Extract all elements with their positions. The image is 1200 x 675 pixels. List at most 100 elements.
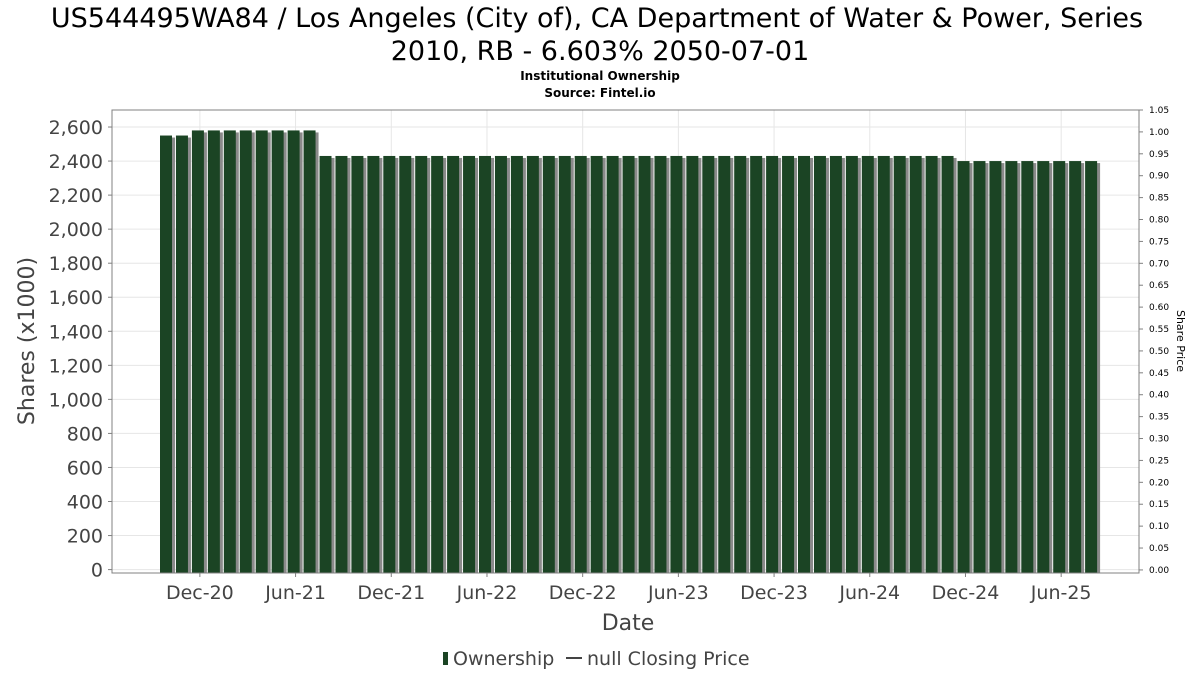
y2-tick-label: 0.80 [1149,216,1169,226]
ownership-bar [813,155,826,573]
x-tick-label: Dec-23 [740,582,808,604]
ownership-bar [638,155,651,573]
y-tick-label: 1,400 [49,321,103,343]
ownership-bar [622,155,635,573]
ownership-bar [734,155,747,573]
chart-source: Source: Fintel.io [544,86,655,100]
y-tick-label: 2,600 [49,117,103,139]
legend-ownership-swatch [443,652,448,665]
y2-tick-label: 1.05 [1149,106,1169,116]
ownership-bar [861,155,874,573]
y2-tick-label: 0.95 [1149,150,1169,160]
ownership-bar [925,155,938,573]
y2-tick-label: 0.45 [1149,369,1169,379]
ownership-bar [287,130,300,574]
ownership-bar [415,155,428,573]
ownership-bar [718,155,731,573]
ownership-bar [1037,161,1050,574]
x-axis-label: Date [602,611,655,636]
ownership-bar [510,155,523,573]
y-tick-label: 400 [67,492,103,514]
x-axis-ticks: Dec-20 Jun-21 Dec-21 Jun-22 Dec-22 Jun-23 Dec-… [166,573,1092,604]
legend-ownership-label: Ownership [453,648,554,670]
ownership-bar [877,155,890,573]
ownership-bar [973,161,986,574]
ownership-bar [319,155,332,573]
y2-tick-label: 0.30 [1149,435,1169,445]
ownership-bar [829,155,842,573]
ownership-bar [686,155,699,573]
ownership-bar [909,155,922,573]
y-tick-label: 1,200 [49,355,103,377]
ownership-bar [893,155,906,573]
ownership-bar [207,130,220,574]
y2-tick-label: 0.25 [1149,456,1169,466]
ownership-bar [558,155,571,573]
ownership-bar [606,155,619,573]
ownership-bar [239,130,252,574]
y-axis-ticks: 0 200 400 600 800 1,000 1,200 1,400 1,600 1,800 2,… [49,117,112,582]
ownership-bar [271,130,284,574]
ownership-bar [383,155,396,573]
y2-tick-label: 0.50 [1149,347,1169,357]
ownership-bar [750,155,763,573]
y-tick-label: 2,000 [49,219,103,241]
ownership-bar [526,155,539,573]
x-tick-label: Jun-21 [264,582,326,604]
ownership-bar [941,155,954,573]
ownership-bar [175,135,188,573]
ownership-bar [191,130,204,574]
x-tick-label: Jun-25 [1030,582,1092,604]
ownership-bar [798,155,810,573]
y2-tick-label: 0.65 [1149,281,1169,291]
ownership-bar [1005,161,1018,574]
x-tick-label: Jun-22 [456,582,518,604]
y-tick-label: 2,400 [49,151,103,173]
ownership-bar [447,155,460,573]
x-tick-label: Jun-23 [647,582,709,604]
ownership-bar [255,130,268,574]
ownership-bar [303,130,316,574]
ownership-bar [702,155,715,573]
ownership-bar [463,155,476,573]
y2-tick-label: 0.15 [1149,500,1169,510]
y2-tick-label: 0.10 [1149,522,1169,532]
y-tick-label: 2,200 [49,185,103,207]
x-tick-label: Dec-24 [932,582,1000,604]
ownership-bar [399,155,412,573]
y2-tick-label: 1.00 [1149,128,1169,138]
y2-tick-label: 0.00 [1149,566,1169,576]
secondary-y-axis-ticks: 0.00 0.05 0.10 0.15 0.20 0.25 0.30 0.35 0.40 0.45… [1139,106,1169,576]
ownership-bar [1053,161,1066,574]
ownership-bar [1069,161,1082,574]
y2-tick-label: 0.70 [1149,259,1169,269]
chart-title-line1: US544495WA84 / Los Angeles (City of), CA… [51,3,1143,34]
ownership-bar [1085,161,1098,574]
x-tick-label: Jun-24 [838,582,900,604]
x-tick-label: Dec-21 [357,582,425,604]
ownership-bar [590,155,603,573]
legend-price-label: null Closing Price [587,648,750,670]
ownership-bar [845,155,858,573]
plot-frame [111,109,1140,574]
y2-tick-label: 0.75 [1149,237,1169,247]
y2-tick-label: 0.55 [1149,325,1169,335]
y2-tick-label: 0.35 [1149,413,1169,423]
y2-tick-label: 0.20 [1149,478,1169,488]
plot-bars [160,130,1101,574]
chart-title-line2: 2010, RB - 6.603% 2050-07-01 [391,36,810,67]
y-tick-label: 0 [91,560,103,582]
ownership-bar [654,155,667,573]
chart-subtitle: Institutional Ownership [520,69,680,83]
ownership-bar [574,155,587,573]
ownership-bar [351,155,364,573]
ownership-bar [160,135,172,573]
ownership-bar [479,155,491,573]
y-tick-label: 800 [67,423,103,445]
ownership-bar [431,155,444,573]
y2-tick-label: 0.40 [1149,391,1169,401]
ownership-bar [494,155,507,573]
ownership-bar [542,155,555,573]
x-tick-label: Dec-20 [166,582,234,604]
